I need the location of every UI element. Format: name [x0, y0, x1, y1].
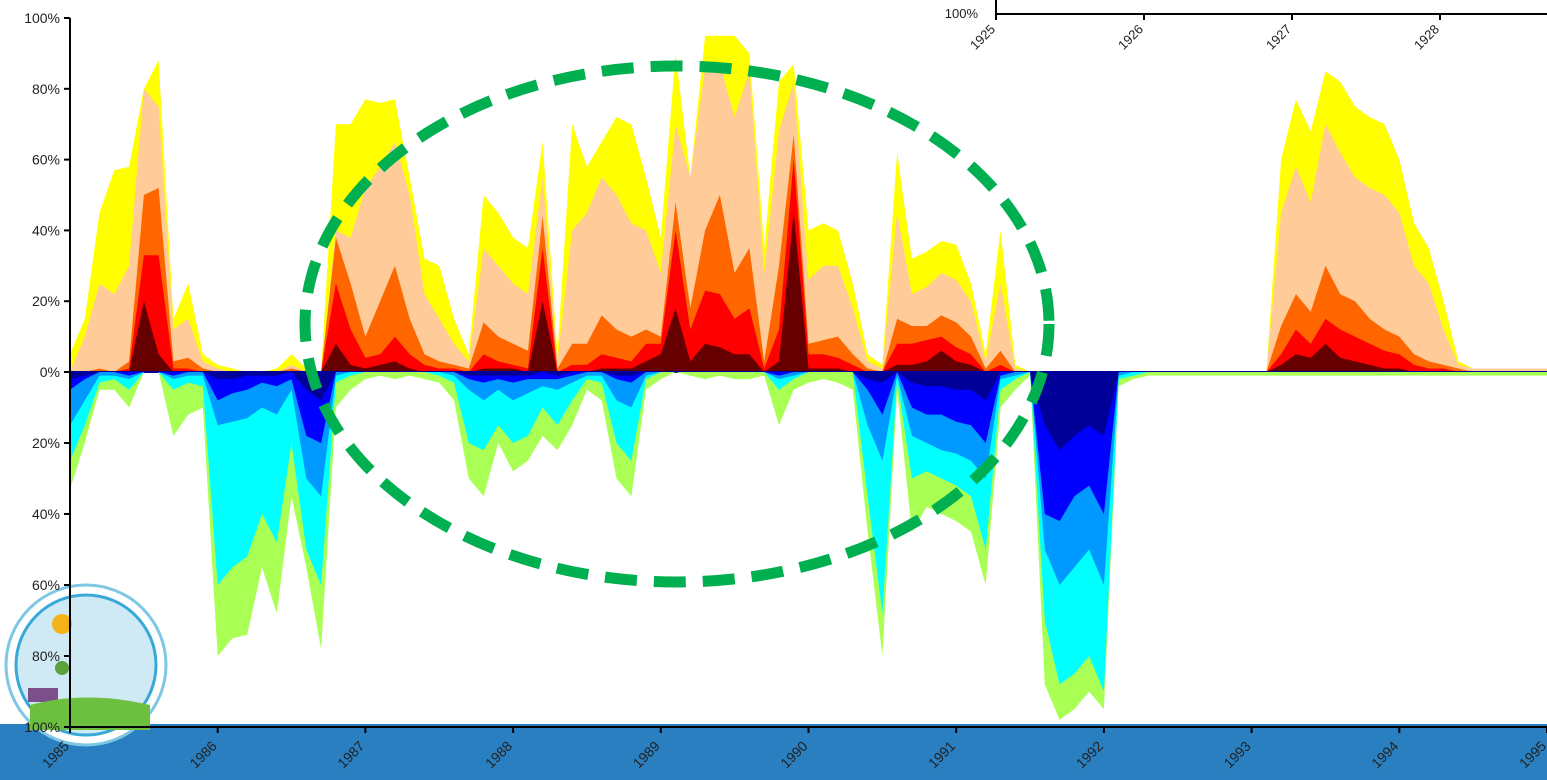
x-tick-label: 1993 — [1220, 738, 1253, 771]
x-tick-label: 1989 — [630, 738, 663, 771]
background-x-tick-label: 1925 — [967, 22, 998, 53]
background-x-tick-label: 1926 — [1115, 22, 1146, 53]
wet-layer-3 — [70, 134, 1547, 372]
y-tick-label: 40% — [32, 222, 60, 238]
highlight-ellipse — [299, 60, 1055, 588]
x-tick-label: 1987 — [334, 738, 367, 771]
dry-layer-4 — [70, 372, 1547, 522]
x-tick-label: 1988 — [482, 738, 515, 771]
y-tick-label: 60% — [32, 152, 60, 168]
x-tick-label: 1990 — [777, 738, 810, 771]
x-tick-label: 1994 — [1368, 738, 1401, 771]
dry-layer-2 — [70, 372, 1547, 692]
y-tick-label: 0% — [40, 364, 60, 380]
x-tick-label: 1995 — [1516, 738, 1547, 771]
x-tick-label: 1986 — [186, 738, 219, 771]
y-tick-label: 100% — [24, 719, 60, 735]
wet-layer-1 — [70, 35, 1547, 372]
dry-layers — [70, 372, 1547, 720]
axes: 100%80%60%40%20%0%20%40%60%80%100% 1985 1… — [24, 10, 1547, 771]
y-tick-label: 20% — [32, 293, 60, 309]
y-tick-label: 80% — [32, 81, 60, 97]
y-tick-label: 100% — [24, 10, 60, 26]
y-tick-label: 60% — [32, 577, 60, 593]
background-x-tick-label: 1927 — [1263, 22, 1294, 53]
x-tick-label: 1991 — [925, 738, 958, 771]
y-tick-label: 40% — [32, 506, 60, 522]
logo-emblem-icon — [4, 583, 168, 747]
background-y-tick-label: 100% — [945, 6, 979, 21]
y-tick-label: 20% — [32, 435, 60, 451]
background-chart: 100% 1925 1926 1927 1928 — [945, 0, 1547, 53]
plot-area — [70, 35, 1547, 720]
x-tick-label: 1992 — [1073, 738, 1106, 771]
background-x-tick-label: 1928 — [1411, 22, 1442, 53]
y-tick-label: 80% — [32, 648, 60, 664]
footer-bar — [0, 724, 1547, 780]
